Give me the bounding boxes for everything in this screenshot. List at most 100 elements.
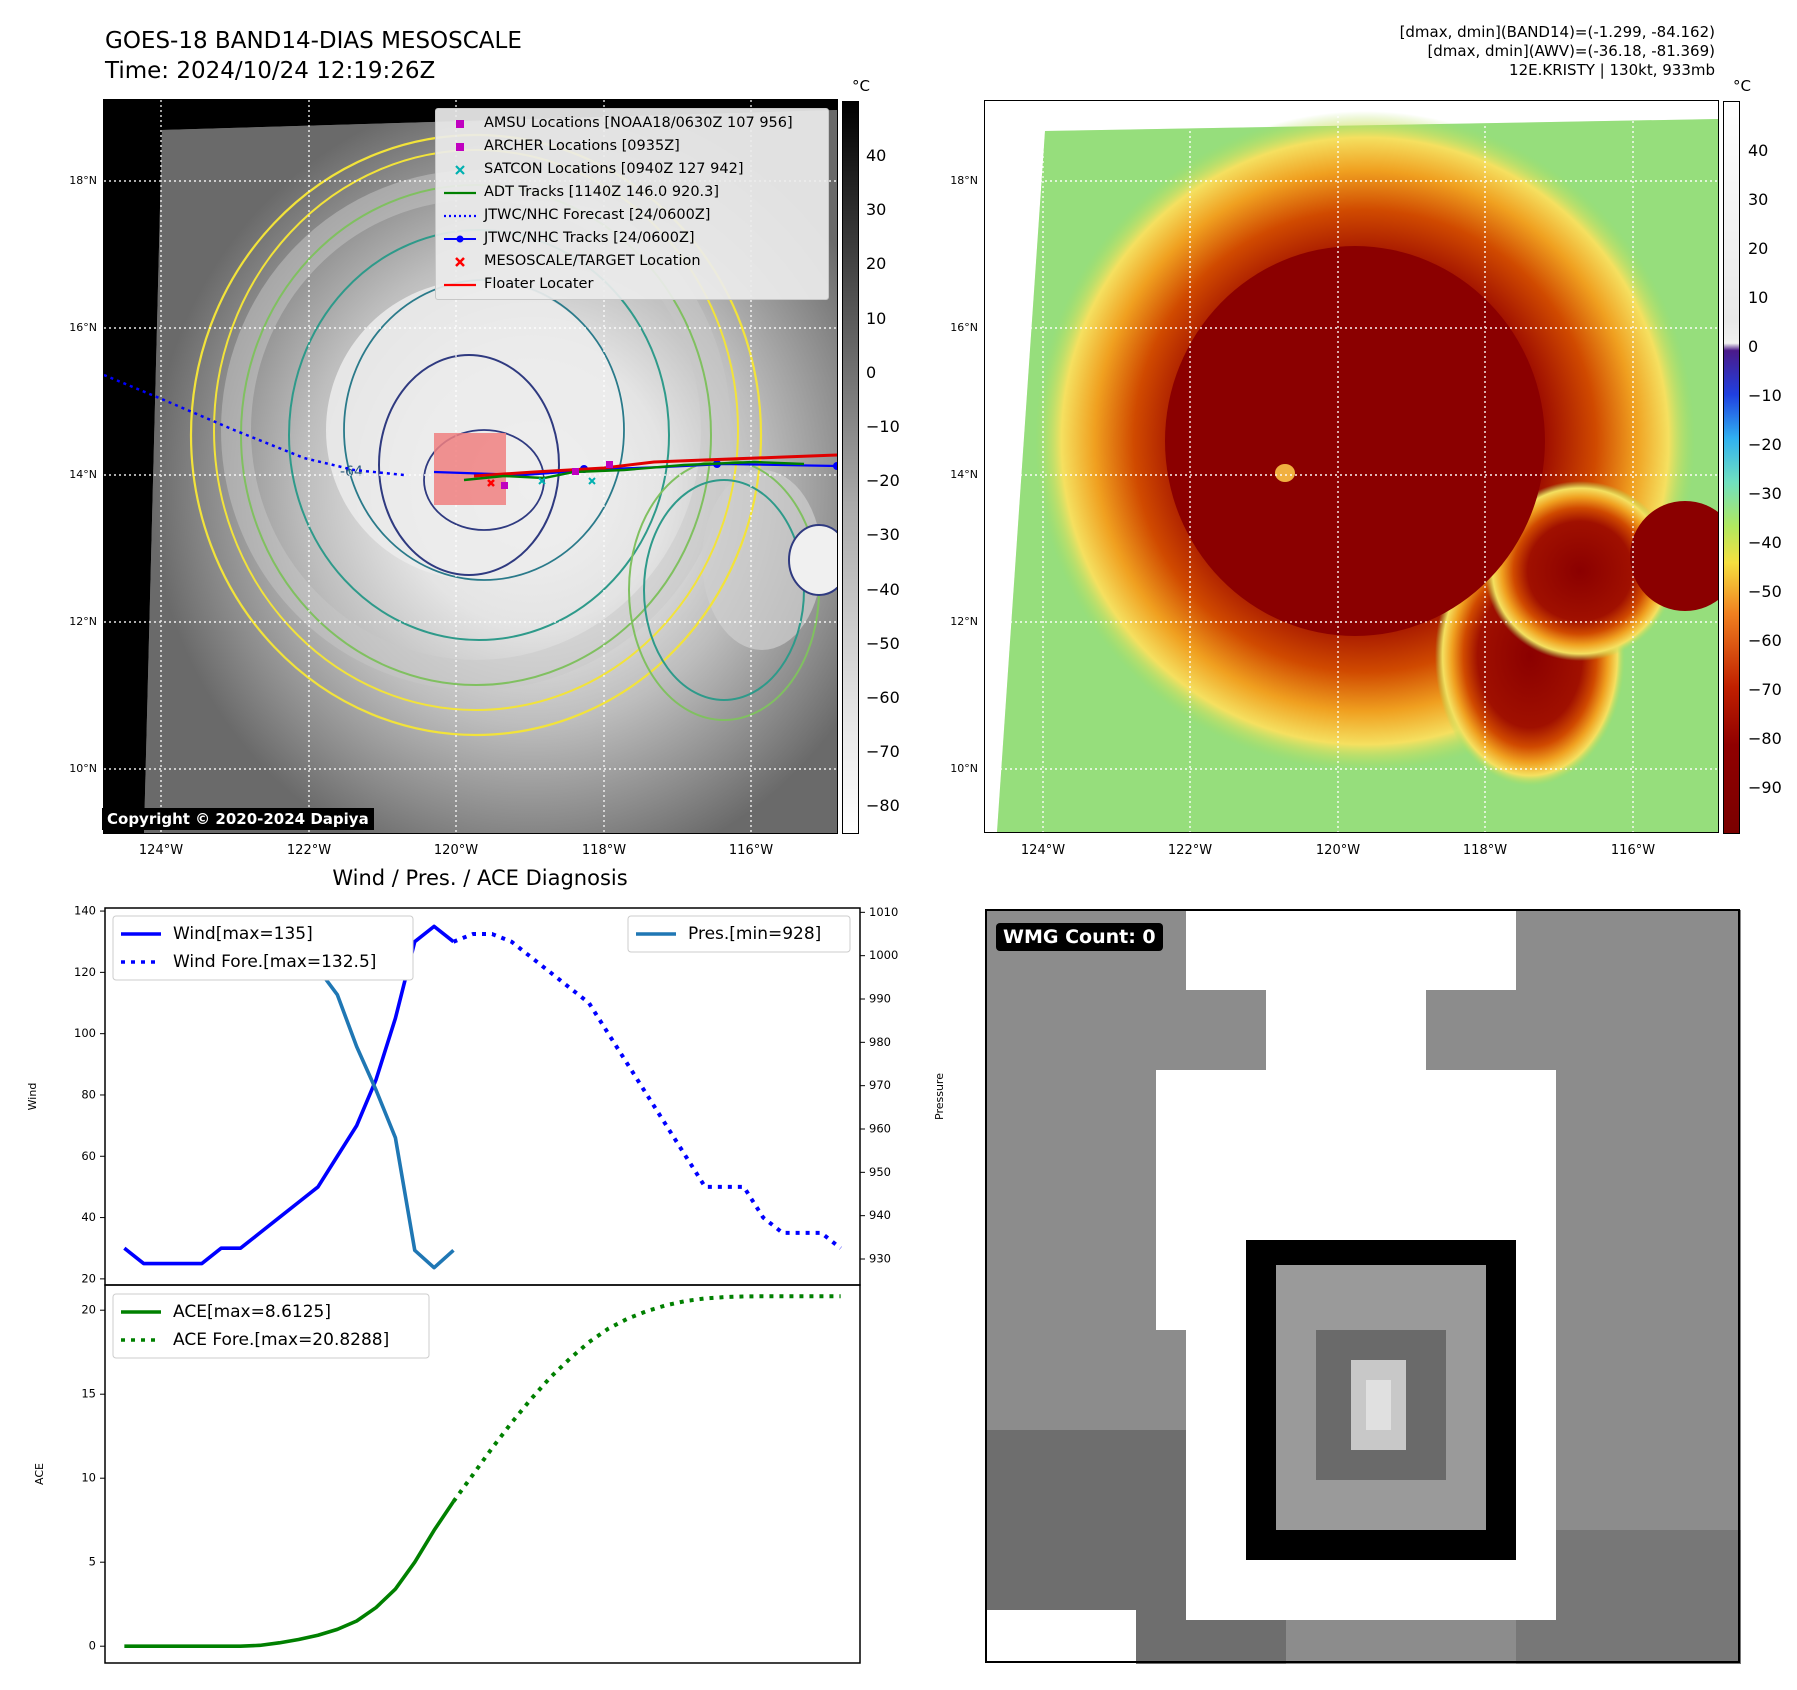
lon-label: 120°W	[433, 843, 479, 858]
legend-label: ACE[max=8.6125]	[173, 1302, 331, 1322]
colorbar-tick: 0	[866, 362, 877, 382]
colorbar-tick: 40	[1748, 141, 1769, 160]
wmg-white-region	[1266, 990, 1426, 1110]
y-tick-label: 40	[81, 1210, 96, 1224]
y2-tick-label: 950	[869, 1165, 891, 1179]
pressure-axis-label: Pressure	[933, 1073, 946, 1120]
colorbar-tick: −30	[866, 525, 900, 545]
colorbar-tick: −40	[1748, 533, 1782, 552]
y2-tick-label: 970	[869, 1078, 891, 1092]
colorbar-tick: −60	[866, 688, 900, 707]
colorbar-tick: 20	[866, 254, 887, 274]
ir-color-map	[985, 101, 1718, 832]
ace-line	[124, 1500, 455, 1649]
colorbar-tick: 10	[866, 308, 887, 328]
colorbar-tick: −50	[866, 633, 900, 653]
map-legend: AMSU Locations [NOAA18/0630Z 107 956] AR…	[435, 108, 829, 300]
y2-tick-label: 930	[869, 1252, 891, 1266]
wind-line	[123, 924, 455, 1266]
wmg-count-badge: WMG Count: 0	[996, 923, 1163, 951]
legend-adt: ADT Tracks [1140Z 146.0 920.3]	[444, 184, 720, 200]
y-tick-label: 140	[74, 904, 96, 918]
ace-tick-label: 5	[89, 1555, 96, 1569]
wind-legend	[112, 915, 414, 981]
legend-label: ACE Fore.[max=20.8288]	[173, 1330, 389, 1350]
colorbar-tick: −90	[1748, 778, 1782, 797]
legend-label: Pres.[min=928]	[688, 924, 821, 944]
page-title: GOES-18 BAND14-DIAS MESOSCALE	[105, 28, 522, 54]
lon-label: 118°W	[1462, 843, 1508, 858]
colorbar-tick: −50	[1748, 582, 1782, 601]
diagnosis-title: Wind / Pres. / ACE Diagnosis	[332, 866, 628, 890]
ace-tick-label: 15	[81, 1387, 96, 1401]
gray-colorbar	[842, 101, 859, 834]
storm-info: 12E.KRISTY | 130kt, 933mb	[1509, 61, 1715, 79]
lon-label: 124°W	[138, 843, 184, 858]
colorbar-tick: 10	[1748, 288, 1769, 307]
ir-color-map-frame	[984, 100, 1719, 833]
pressure-legend	[627, 915, 851, 953]
lat-label: 18°N	[69, 174, 97, 187]
colorbar-tick: 40	[866, 146, 887, 165]
y-tick-label: 100	[74, 1026, 96, 1040]
wind-forecast-line	[452, 932, 842, 1250]
colorbar-tick: 0	[1748, 337, 1759, 356]
y2-tick-label: 980	[869, 1035, 891, 1049]
colorbar-tick: −10	[1748, 386, 1782, 405]
legend-tracks: JTWC/NHC Tracks [24/0600Z]	[436, 227, 828, 250]
colorbar-tick: −30	[1748, 484, 1782, 503]
y-tick-label: 60	[81, 1149, 96, 1163]
lon-label: 118°W	[581, 843, 627, 858]
y-tick-label: 120	[74, 965, 96, 979]
legend-amsu: AMSU Locations [NOAA18/0630Z 107 956]	[436, 112, 828, 135]
lat-label: 10°N	[69, 762, 97, 775]
lon-label: 120°W	[1315, 843, 1361, 858]
wmg-white-region	[986, 1610, 1136, 1664]
lat-label: 16°N	[950, 321, 978, 334]
awv-range: [dmax, dmin](AWV)=(-36.18, -81.369)	[1427, 42, 1715, 60]
legend-forecast: JTWC/NHC Forecast [24/0600Z]	[444, 207, 711, 223]
legend-floater: Floater Locater	[444, 276, 594, 292]
y2-tick-label: 940	[869, 1208, 891, 1222]
lat-label: 14°N	[950, 468, 978, 481]
lon-label: 122°W	[1167, 843, 1213, 858]
wind-axis-label: Wind	[26, 1083, 39, 1111]
lat-label: 18°N	[950, 174, 978, 187]
ace-tick-label: 20	[81, 1303, 96, 1317]
y2-tick-label: 1010	[869, 905, 898, 919]
colorbar-unit: °C	[1733, 77, 1751, 95]
wmg-white-region	[1186, 910, 1516, 990]
y-tick-label: 20	[81, 1271, 96, 1285]
legend-archer: ARCHER Locations [0935Z]	[436, 135, 828, 158]
band14-range: [dmax, dmin](BAND14)=(-1.299, -84.162)	[1399, 23, 1715, 41]
lat-label: 10°N	[950, 762, 978, 775]
y2-tick-label: 1000	[869, 948, 898, 962]
ace-tick-label: 10	[81, 1471, 96, 1485]
colorbar-tick: −60	[1748, 631, 1782, 650]
colorbar-tick: −40	[866, 579, 900, 599]
lon-label: 124°W	[1020, 843, 1066, 858]
wmg-eye-center	[1366, 1380, 1391, 1430]
colorbar-tick: −10	[866, 417, 900, 436]
lat-label: 12°N	[69, 615, 97, 628]
timestamp: Time: 2024/10/24 12:19:26Z	[105, 58, 436, 84]
legend-target: MESOSCALE/TARGET Location	[436, 250, 828, 273]
legend-label: Wind[max=135]	[173, 924, 313, 944]
lon-label: 116°W	[1610, 843, 1656, 858]
ace-legend	[112, 1293, 430, 1359]
colorbar-unit: °C	[852, 77, 870, 95]
colorbar-tick: −70	[1748, 680, 1782, 699]
colorbar-tick: −80	[1748, 729, 1782, 748]
ace-forecast-line	[451, 1294, 841, 1503]
colorbar-tick: 30	[866, 200, 887, 220]
lon-label: 116°W	[728, 843, 774, 858]
colorbar-tick: 20	[1748, 239, 1769, 258]
lat-label: 16°N	[69, 321, 97, 334]
y-tick-label: 80	[81, 1087, 96, 1101]
colorbar-tick: −80	[866, 796, 900, 816]
lat-label: 14°N	[69, 468, 97, 481]
ace-axis-label: ACE	[33, 1463, 46, 1485]
colorbar-tick: 30	[1748, 190, 1769, 209]
color-colorbar	[1723, 101, 1740, 834]
diagnosis-chart: 2040608010012014093094095096097098099010…	[26, 904, 946, 1664]
